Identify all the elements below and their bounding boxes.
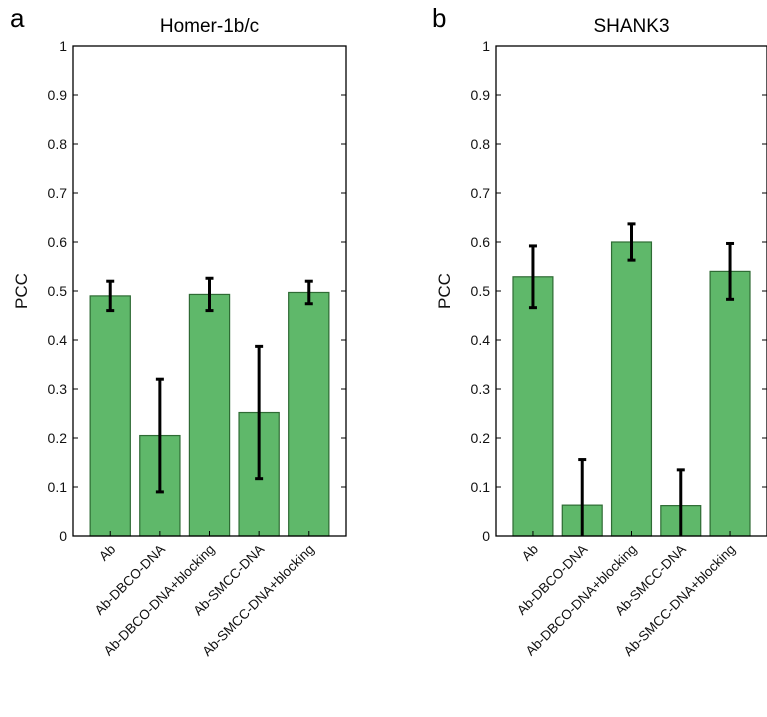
bar: [709, 270, 751, 537]
error-bar: [726, 241, 735, 301]
x-tick-label: Ab: [519, 542, 541, 564]
y-axis-label: PCC: [12, 273, 31, 309]
y-tick-label: 0: [482, 528, 490, 544]
error-bar: [528, 244, 537, 310]
y-tick-label: 1: [482, 38, 490, 54]
y-tick-label: 0.4: [471, 332, 491, 348]
bar: [288, 291, 330, 537]
y-tick-label: 0.2: [48, 430, 68, 446]
y-tick-label: 0: [59, 528, 67, 544]
chart-panel-a: a Homer-1b/c PCC 0 0.1 0.2 0.3 0.4 0.5 0.6 0.7 0.8 0…: [10, 3, 347, 659]
error-bar: [304, 279, 313, 306]
error-bar: [106, 279, 115, 313]
y-tick-label: 0.4: [48, 332, 68, 348]
error-bar: [676, 468, 685, 536]
bar: [188, 293, 231, 537]
y-tick-label: 0.7: [471, 185, 491, 201]
chart-title: Homer-1b/c: [160, 16, 259, 37]
y-tick-label: 0.1: [48, 479, 68, 495]
y-tick-label: 1: [59, 38, 67, 54]
y-tick-label: 0.6: [48, 234, 68, 250]
error-bar: [255, 344, 264, 481]
y-tick-label: 0.3: [48, 381, 68, 397]
error-bar: [627, 222, 636, 262]
y-tick-label: 0.3: [471, 381, 491, 397]
panel-letter: b: [432, 3, 446, 33]
y-tick-label: 0.9: [471, 87, 491, 103]
bar: [512, 276, 554, 537]
y-tick-label: 0.5: [48, 283, 68, 299]
error-bar: [155, 377, 164, 494]
error-bar: [205, 276, 214, 313]
x-tick-label: Ab: [96, 542, 118, 564]
y-tick-label: 0.7: [48, 185, 68, 201]
bar: [610, 241, 653, 537]
y-tick-label: 0.9: [48, 87, 68, 103]
error-bar: [578, 458, 587, 536]
y-tick-label: 0.6: [471, 234, 491, 250]
y-tick-label: 0.1: [471, 479, 491, 495]
y-tick-label: 0.2: [471, 430, 491, 446]
bar: [89, 295, 131, 537]
chart-panel-b: b SHANK3 PCC 0 0.1 0.2 0.3 0.4 0.5 0.6 0.7 0.8 0.9 1 A…: [432, 3, 767, 659]
y-axis-label: PCC: [435, 273, 454, 309]
y-tick-label: 0.8: [471, 136, 491, 152]
panel-letter: a: [10, 3, 25, 33]
chart-title: SHANK3: [593, 16, 669, 37]
y-tick-label: 0.8: [48, 136, 68, 152]
y-tick-label: 0.5: [471, 283, 491, 299]
